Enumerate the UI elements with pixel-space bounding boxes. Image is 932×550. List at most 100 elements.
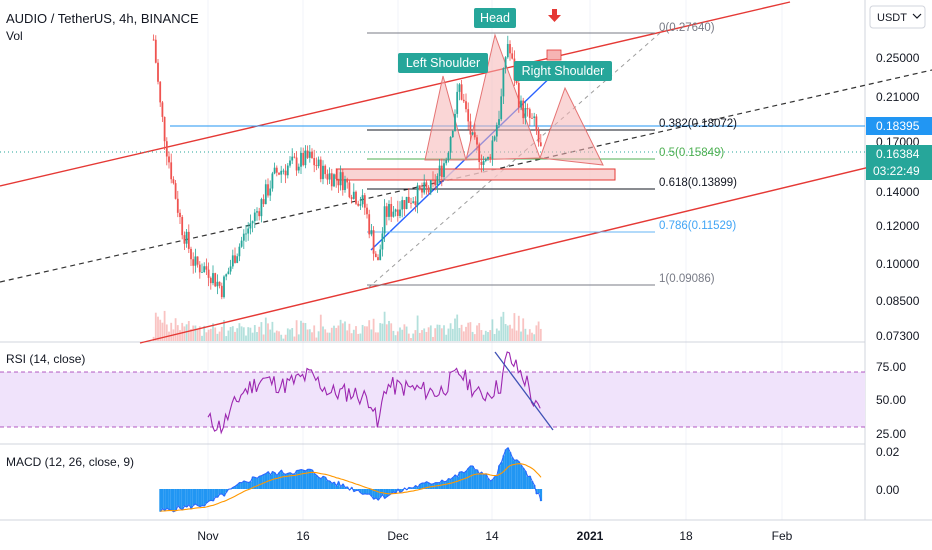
candle-body xyxy=(159,81,162,103)
candle-body xyxy=(363,195,366,208)
volume-bar xyxy=(192,325,195,341)
volume-bar xyxy=(394,335,397,341)
volume-bar xyxy=(176,325,179,341)
macd-hist-bar xyxy=(506,447,510,489)
volume-bar xyxy=(465,326,467,341)
support-zone[interactable] xyxy=(336,168,616,181)
candle-body xyxy=(359,204,362,206)
candle-body xyxy=(209,277,212,284)
macd-hist-bar xyxy=(449,479,452,489)
candle-body xyxy=(377,257,379,261)
candle-body xyxy=(203,266,206,273)
candle-body xyxy=(394,209,397,212)
volume-bar xyxy=(229,327,232,341)
price-axis[interactable]: 0.25000 0.21000 0.17000 0.14000 0.12000 … xyxy=(876,51,920,343)
label-head[interactable]: Head xyxy=(474,8,516,28)
macd-hist-bar xyxy=(212,489,215,501)
macd-hist-bar xyxy=(337,481,340,489)
time-label: Feb xyxy=(772,529,793,543)
svg-text:75.00: 75.00 xyxy=(876,360,906,374)
label-right-shoulder[interactable]: Right Shoulder xyxy=(514,61,612,81)
volume-bar xyxy=(317,331,320,341)
candle-body xyxy=(253,212,256,222)
macd-hist-bar xyxy=(344,487,347,489)
candle-body xyxy=(471,132,474,135)
macd-hist-bar xyxy=(539,489,543,502)
candle-body xyxy=(183,235,186,244)
label-left-shoulder[interactable]: Left Shoulder xyxy=(398,53,488,73)
macd-hist-bar xyxy=(467,468,470,489)
macd-hist-bar xyxy=(528,476,532,489)
volume-bar xyxy=(194,325,197,341)
macd-hist-bar xyxy=(306,469,309,489)
volume-bar xyxy=(300,320,302,341)
volume-bar xyxy=(273,332,276,341)
macd-hist-bar xyxy=(495,474,499,489)
candle-body xyxy=(427,187,430,193)
volume-bar xyxy=(526,334,529,341)
fibonacci-retracement[interactable]: 0(0.27640) 0.382(0.18072) 0.5(0.15849) 0… xyxy=(367,22,737,286)
volume-bar xyxy=(355,326,357,341)
fib-label-0382: 0.382(0.18072) xyxy=(659,118,737,130)
macd-title: MACD (12, 26, close, 9) xyxy=(6,455,134,469)
candle-body xyxy=(198,264,201,273)
macd-hist-bar xyxy=(473,469,477,489)
candle-body xyxy=(308,151,311,158)
macd-hist-bar xyxy=(361,489,364,495)
time-label: 2021 xyxy=(577,529,604,543)
volume-bar xyxy=(282,338,285,341)
macd-hist-bar xyxy=(161,489,164,509)
macd-hist-bar xyxy=(363,489,367,494)
candle-body xyxy=(291,156,294,161)
price-tick: 0.14000 xyxy=(876,185,920,199)
macd-hist-bar xyxy=(322,476,325,489)
svg-text:0.02: 0.02 xyxy=(876,445,900,459)
price-tick: 0.12000 xyxy=(876,219,920,233)
volume-bar xyxy=(293,336,296,341)
macd-hist-bar xyxy=(509,452,512,489)
macd-hist-bar xyxy=(484,473,488,489)
time-axis[interactable]: Nov 16 Dec 14 2021 18 Feb xyxy=(197,529,792,543)
macd-hist-bar xyxy=(216,489,219,498)
volume-bar xyxy=(392,330,395,341)
macd-hist-bar xyxy=(207,489,210,502)
label-right-shoulder-text: Right Shoulder xyxy=(522,64,605,78)
macd-hist-bar xyxy=(179,489,182,509)
channel-upper-line xyxy=(0,1,791,187)
candle-body xyxy=(469,121,472,135)
candle-body xyxy=(317,159,320,167)
volume-bar xyxy=(460,324,463,341)
candle-body xyxy=(218,281,221,286)
volume-bar xyxy=(449,323,452,341)
macd-hist-bar xyxy=(526,476,529,489)
macd-hist-bar xyxy=(190,489,193,509)
candle-body xyxy=(286,165,289,176)
volume-bar xyxy=(275,330,278,341)
candle-body xyxy=(161,102,164,117)
macd-hist-bar xyxy=(462,472,466,489)
volume-bar xyxy=(491,319,494,341)
candle-body xyxy=(225,274,228,277)
macd-hist-bar xyxy=(282,473,285,489)
macd-hist-bar xyxy=(469,465,472,489)
candle-body xyxy=(284,170,287,176)
macd-hist-bar xyxy=(390,489,393,494)
candle-body xyxy=(229,266,232,272)
macd-hist-bar xyxy=(511,457,514,489)
candle-body xyxy=(322,165,324,180)
price-tick: 0.07300 xyxy=(876,329,920,343)
macd-hist-bar xyxy=(300,469,303,489)
macd-hist-bar xyxy=(482,474,485,489)
currency-selector[interactable]: USDT xyxy=(869,5,926,29)
fib-label-1: 1(0.09086) xyxy=(659,273,715,285)
rsi-trendline[interactable] xyxy=(494,351,554,431)
macd-hist-bar xyxy=(205,489,208,503)
volume-bar xyxy=(451,328,454,341)
macd-hist-bar xyxy=(352,489,356,492)
volume-bar xyxy=(517,315,520,341)
candle-body xyxy=(392,211,395,217)
channel-lines[interactable] xyxy=(0,1,932,344)
candle-body xyxy=(443,163,445,178)
macd-hist-bar xyxy=(311,469,314,489)
